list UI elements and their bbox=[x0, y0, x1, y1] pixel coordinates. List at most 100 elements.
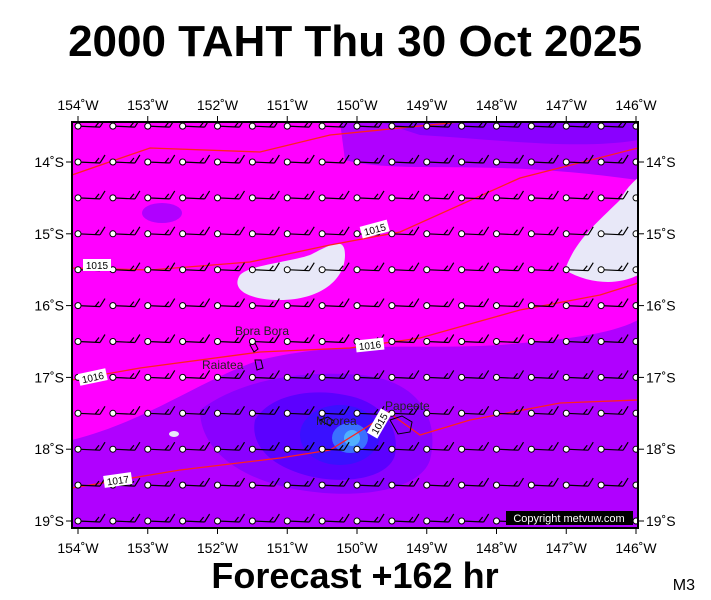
station bbox=[632, 373, 638, 381]
lon-label: 149˚W bbox=[406, 540, 448, 556]
station bbox=[144, 373, 152, 381]
barb bbox=[322, 334, 350, 344]
barb bbox=[356, 513, 385, 523]
lon-label: 147˚W bbox=[546, 540, 588, 556]
lat-label: 19˚S bbox=[34, 513, 64, 529]
station bbox=[527, 158, 535, 166]
station bbox=[632, 338, 638, 345]
barb bbox=[182, 154, 211, 164]
station bbox=[214, 445, 221, 453]
barb bbox=[601, 370, 629, 379]
barb bbox=[566, 334, 594, 344]
barb bbox=[531, 298, 559, 308]
barb bbox=[112, 190, 141, 200]
copyright-box bbox=[506, 511, 633, 525]
barb bbox=[112, 441, 141, 451]
barb bbox=[356, 154, 385, 164]
barb bbox=[217, 370, 246, 379]
station bbox=[353, 194, 361, 202]
barb bbox=[147, 190, 176, 200]
station bbox=[458, 409, 466, 417]
lon-label: 152˚W bbox=[197, 540, 239, 556]
lon-label: 152˚W bbox=[197, 97, 239, 113]
barb bbox=[391, 513, 420, 523]
lon-label: 153˚W bbox=[127, 540, 169, 556]
station bbox=[527, 481, 535, 489]
station bbox=[248, 194, 256, 202]
station bbox=[458, 194, 466, 202]
barb bbox=[601, 226, 629, 236]
barb bbox=[566, 405, 594, 415]
copyright: Copyright metvuw.com bbox=[513, 513, 624, 525]
label-box bbox=[77, 368, 108, 386]
barb bbox=[77, 226, 106, 236]
barb bbox=[217, 513, 246, 523]
station bbox=[214, 302, 221, 310]
station bbox=[144, 517, 152, 525]
label-box bbox=[83, 259, 111, 271]
barb bbox=[461, 513, 490, 523]
station bbox=[423, 302, 431, 310]
barb bbox=[322, 441, 350, 451]
place-label: Papeete bbox=[385, 399, 430, 413]
station bbox=[283, 481, 291, 489]
station bbox=[318, 230, 326, 238]
station bbox=[597, 409, 605, 417]
barb bbox=[426, 298, 455, 308]
lat-label: 19˚S bbox=[646, 513, 676, 529]
station bbox=[632, 302, 638, 310]
station bbox=[179, 517, 187, 525]
barb bbox=[112, 298, 141, 308]
station bbox=[144, 338, 152, 345]
station bbox=[388, 230, 396, 238]
barb bbox=[322, 154, 350, 164]
station bbox=[632, 445, 638, 453]
station bbox=[74, 158, 82, 166]
station bbox=[214, 122, 221, 130]
station bbox=[214, 158, 221, 166]
barb bbox=[426, 154, 455, 164]
barb bbox=[391, 477, 420, 487]
barb bbox=[217, 154, 246, 164]
station bbox=[144, 230, 152, 238]
station bbox=[74, 409, 82, 417]
barb bbox=[496, 334, 525, 344]
station bbox=[144, 194, 152, 202]
barb bbox=[322, 226, 350, 236]
barb bbox=[112, 334, 141, 344]
barb bbox=[635, 340, 638, 343]
barb bbox=[531, 370, 559, 379]
station bbox=[353, 409, 361, 417]
station bbox=[248, 158, 256, 166]
station bbox=[423, 373, 431, 381]
station bbox=[318, 158, 326, 166]
barb bbox=[496, 298, 525, 308]
barb bbox=[635, 125, 638, 127]
station bbox=[388, 266, 396, 274]
barb bbox=[252, 190, 280, 200]
barb bbox=[531, 334, 559, 344]
barb bbox=[322, 262, 350, 272]
barb bbox=[635, 412, 638, 414]
place-label: Bora Bora bbox=[235, 324, 289, 338]
station bbox=[109, 230, 117, 238]
barb bbox=[356, 441, 385, 451]
barb bbox=[391, 262, 420, 272]
lat-label: 18˚S bbox=[34, 441, 64, 457]
barb bbox=[147, 441, 176, 451]
station bbox=[283, 409, 291, 417]
station bbox=[562, 158, 570, 166]
barb bbox=[461, 154, 490, 164]
station bbox=[597, 158, 605, 166]
station bbox=[318, 445, 326, 453]
station bbox=[144, 445, 152, 453]
station bbox=[493, 338, 500, 345]
station bbox=[353, 302, 361, 310]
station bbox=[597, 481, 605, 489]
barb bbox=[426, 405, 455, 415]
station bbox=[179, 409, 187, 417]
station bbox=[632, 158, 638, 166]
station bbox=[458, 302, 466, 310]
barb bbox=[496, 154, 525, 164]
barb bbox=[601, 405, 629, 415]
